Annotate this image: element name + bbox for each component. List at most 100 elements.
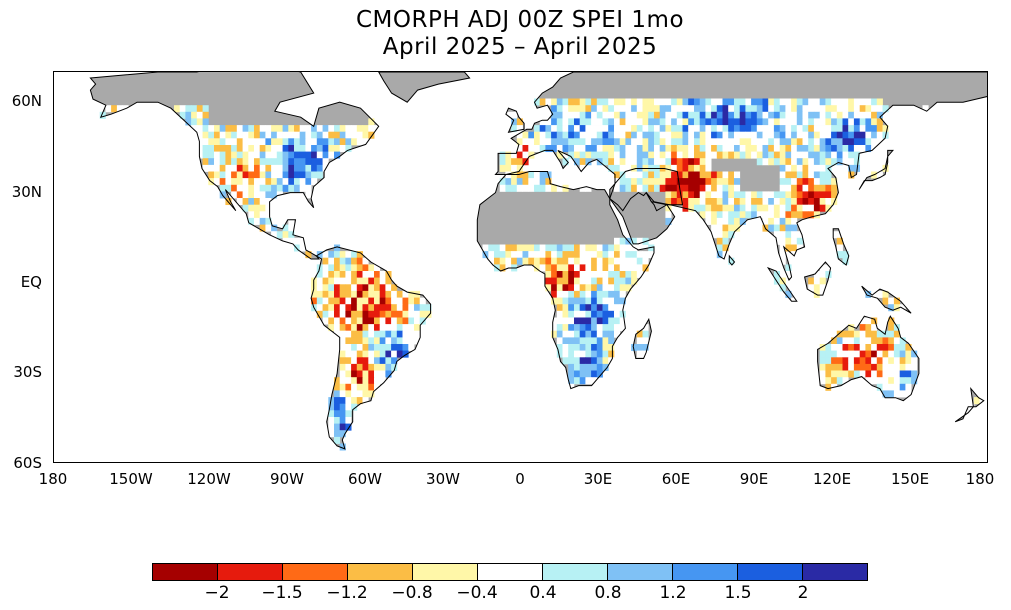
spei-pixel [585,310,592,318]
spei-pixel [871,138,878,146]
spei-pixel [591,118,598,126]
spei-pixel [676,191,683,199]
spei-pixel [625,111,632,119]
spei-pixel [345,417,352,425]
spei-pixel [779,98,786,106]
spei-pixel [562,324,569,332]
spei-pixel [791,105,798,113]
spei-pixel [356,370,363,378]
spei-pixel [591,357,598,365]
spei-pixel [648,158,655,166]
spei-pixel [402,337,409,345]
spei-pixel [528,138,535,146]
spei-pixel [334,131,341,139]
spei-pixel [396,317,403,325]
spei-pixel [551,264,558,272]
spei-pixel [242,151,249,159]
spei-pixel [625,178,632,186]
spei-pixel [642,324,649,332]
spei-pixel [791,111,798,119]
spei-pixel [116,105,124,113]
spei-pixel [688,131,695,139]
spei-pixel [773,131,781,139]
spei-pixel [619,151,626,159]
spei-pixel [796,237,803,245]
spei-pixel [225,125,232,133]
spei-pixel [562,118,569,126]
spei-pixel [716,244,723,252]
spei-pixel [871,350,878,358]
spei-pixel [516,164,523,172]
spei-pixel [419,310,426,318]
spei-pixel [625,171,632,179]
spei-pixel [808,184,815,192]
spei-pixel [339,284,346,292]
spei-pixel [579,131,586,139]
spei-pixel [334,417,341,425]
spei-pixel [511,111,518,119]
spei-pixel [362,363,369,371]
spei-pixel [779,118,786,126]
spei-pixel [311,164,318,172]
spei-pixel [608,317,615,325]
spei-pixel [334,430,341,438]
spei-pixel [619,125,626,133]
spei-pixel [654,158,661,166]
spei-pixel [231,178,238,186]
spei-pixel [694,191,701,199]
spei-pixel [345,290,352,298]
spei-pixel [231,171,238,179]
spei-pixel [716,105,723,113]
spei-pixel [248,204,255,212]
spei-pixel [219,158,226,166]
spei-pixel [379,324,386,332]
spei-pixel [556,304,563,312]
spei-pixel [768,204,775,212]
spei-pixel [334,244,341,252]
spei-pixel [391,350,398,358]
spei-pixel [334,257,341,265]
spei-pixel [734,171,741,179]
spei-pixel [619,98,626,106]
spei-pixel [568,304,575,312]
spei-pixel [288,138,295,146]
spei-pixel [705,158,712,166]
spei-pixel [294,178,301,186]
spei-pixel [665,217,672,225]
spei-pixel [888,357,895,365]
spei-pixel [716,131,723,139]
spei-pixel [728,217,735,225]
spei-pixel [831,337,838,345]
spei-pixel [385,304,392,312]
spei-pixel [813,178,821,186]
spei-pixel [219,125,226,133]
spei-pixel [785,171,792,179]
colorbar-tick-label: 1.5 [724,583,752,603]
spei-pixel [219,184,226,192]
spei-pixel [334,436,341,444]
spei-pixel [345,410,352,418]
spei-pixel [876,337,883,345]
spei-pixel [568,131,575,139]
spei-pixel [865,357,872,365]
lon-label-150w: 150W [109,470,153,488]
spei-pixel [379,344,386,352]
spei-pixel [288,171,295,179]
spei-pixel [568,264,575,272]
spei-pixel [591,363,598,371]
spei-pixel [305,145,312,153]
spei-pixel [756,118,763,126]
spei-pixel [322,317,329,325]
spei-pixel [585,324,592,332]
spei-pixel [339,390,346,398]
spei-pixel [819,184,826,192]
spei-pixel [585,330,592,338]
spei-pixel [231,131,238,139]
spei-pixel [516,145,523,153]
spei-pixel [202,158,209,166]
spei-pixel [345,344,352,352]
spei-pixel [619,277,626,285]
spei-pixel [551,290,558,298]
spei-pixel [779,158,786,166]
spei-pixel [682,198,689,206]
